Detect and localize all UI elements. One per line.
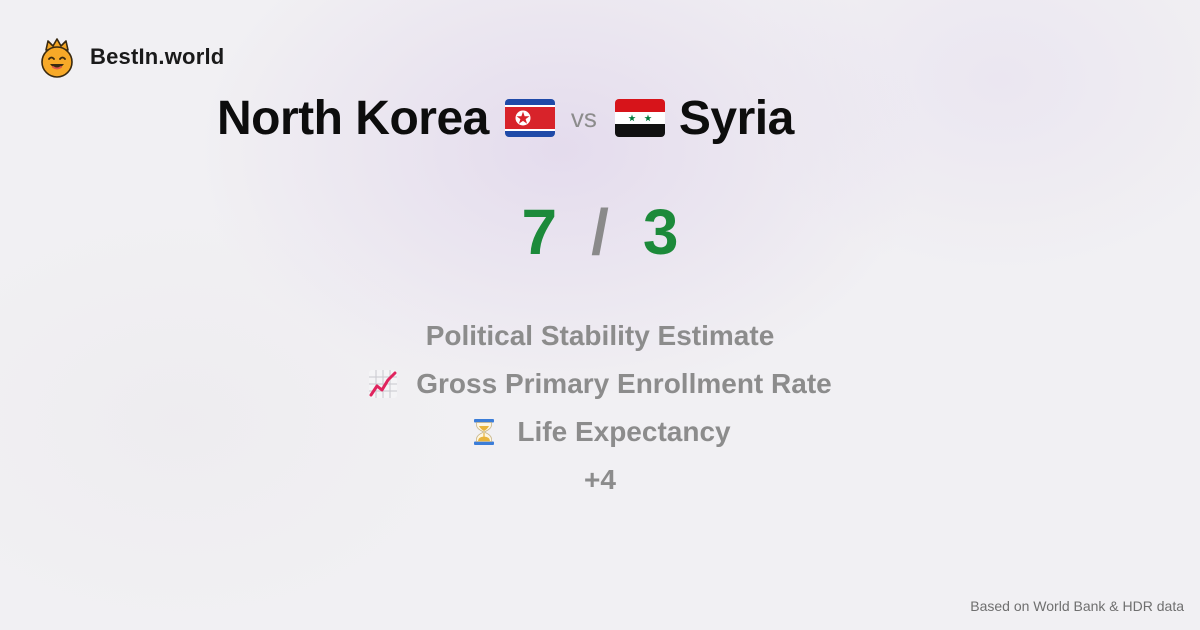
right-country-name: Syria [678,91,794,145]
data-source-note: Based on World Bank & HDR data [970,598,1184,614]
metric-label: Gross Primary Enrollment Rate [416,368,832,399]
metric-item: Life Expectancy [0,408,1200,456]
metrics-list: Political Stability Estimate Gross Prima… [0,312,1200,504]
left-country-name: North Korea [217,91,489,145]
syria-flag-icon [614,99,665,137]
comparison-title: North Korea vs Syria [217,86,794,150]
vs-label: vs [570,102,597,133]
score: 7 / 3 [0,192,1200,272]
north-korea-flag-icon [504,99,555,137]
brand-name: BestIn.world [90,44,225,69]
metric-label: Life Expectancy [517,416,731,447]
more-metrics-count: +4 [584,464,616,495]
hourglass-icon [474,419,495,445]
metric-item: Gross Primary Enrollment Rate [0,360,1200,408]
crowned-smiley-icon [41,38,73,78]
right-score: 3 [642,196,679,268]
left-score: 7 [521,196,558,268]
chart-increasing-icon [369,370,398,398]
score-separator: / [591,196,609,268]
metric-item: Political Stability Estimate [0,312,1200,360]
metric-label: Political Stability Estimate [425,320,775,351]
brand[interactable]: BestIn.world [38,36,224,78]
